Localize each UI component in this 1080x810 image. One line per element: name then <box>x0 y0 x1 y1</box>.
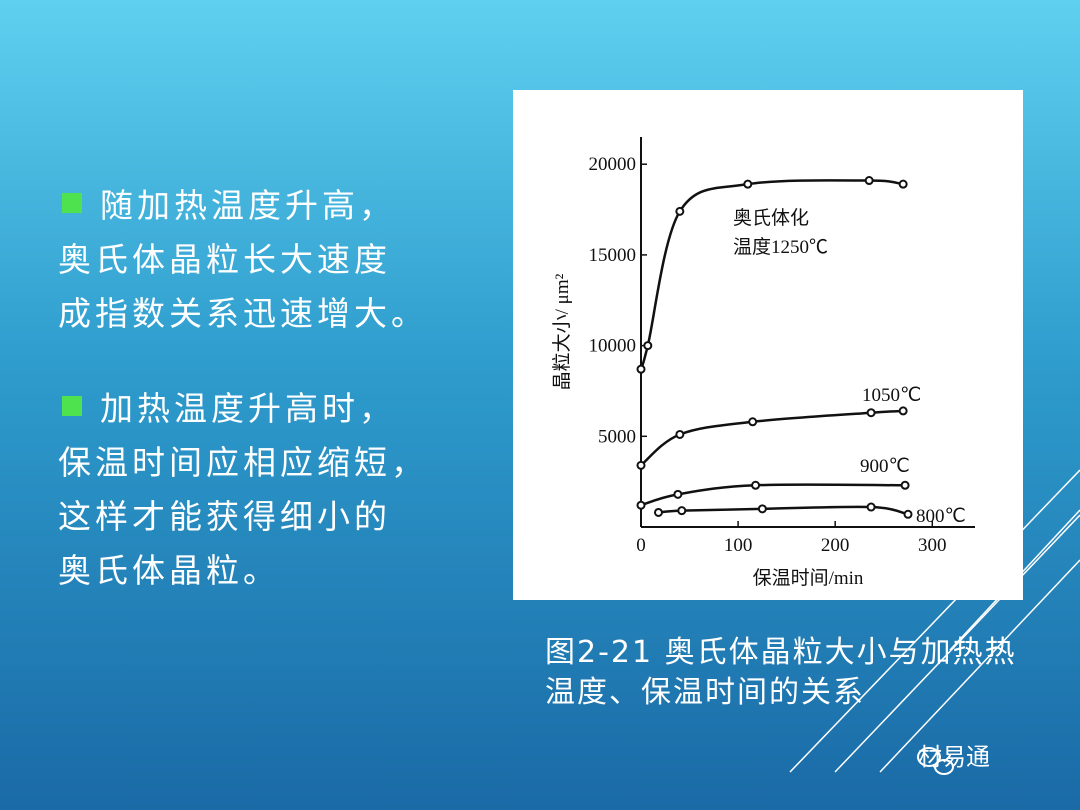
point <box>866 408 876 418</box>
paragraph-line: 随加热温度升高， <box>100 186 396 225</box>
point <box>866 502 876 512</box>
x-tick-label: 100 <box>724 535 753 556</box>
point <box>898 406 908 416</box>
paragraph-line: 奥氏体晶粒长大速度 <box>58 240 391 279</box>
point <box>636 364 646 374</box>
x-tick-label: 300 <box>918 535 947 556</box>
paragraph-line: 加热温度升高时， <box>100 389 396 428</box>
paragraph-line: 保温时间应相应缩短， <box>58 443 428 482</box>
annotation: 奥氏体化 <box>733 207 809 229</box>
point <box>636 460 646 470</box>
chart-panel <box>513 90 1023 600</box>
point <box>903 509 913 519</box>
series-label: 900℃ <box>860 456 910 477</box>
point <box>751 480 761 490</box>
point <box>900 480 910 490</box>
point <box>898 179 908 189</box>
point <box>743 179 753 189</box>
point <box>677 506 687 516</box>
point <box>636 500 646 510</box>
point <box>864 176 874 186</box>
paragraph-line: 奥氏体晶粒。 <box>58 551 280 590</box>
point <box>653 507 663 517</box>
series-label: 1050℃ <box>862 385 921 406</box>
point <box>675 429 685 439</box>
point <box>673 489 683 499</box>
paragraph-line: 成指数关系迅速增大。 <box>58 294 428 333</box>
x-tick-label: 200 <box>821 535 850 556</box>
series-label: 温度1250℃ <box>733 236 828 258</box>
caption: 图2-21 奥氏体晶粒大小与加热热 <box>545 635 1017 670</box>
point <box>675 206 685 216</box>
paragraph-line: 这样才能获得细小的 <box>58 497 391 536</box>
y-tick-label: 15000 <box>589 245 637 266</box>
x-tick-label: 0 <box>636 535 646 556</box>
wechat-icon <box>917 747 954 775</box>
caption: 温度、保温时间的关系 <box>545 675 865 710</box>
series-line <box>640 483 906 507</box>
y-axis-label: 晶粒大小/ μm² <box>551 273 573 390</box>
x-axis-label: 保温时间/min <box>753 567 864 589</box>
point <box>757 504 767 514</box>
y-tick-label: 20000 <box>589 154 637 175</box>
y-tick-label: 5000 <box>598 426 636 447</box>
bullet <box>62 193 82 213</box>
point <box>643 341 653 351</box>
bullet <box>62 396 82 416</box>
y-tick-label: 10000 <box>589 336 637 357</box>
series-label: 800℃ <box>916 506 966 527</box>
point <box>748 417 758 427</box>
